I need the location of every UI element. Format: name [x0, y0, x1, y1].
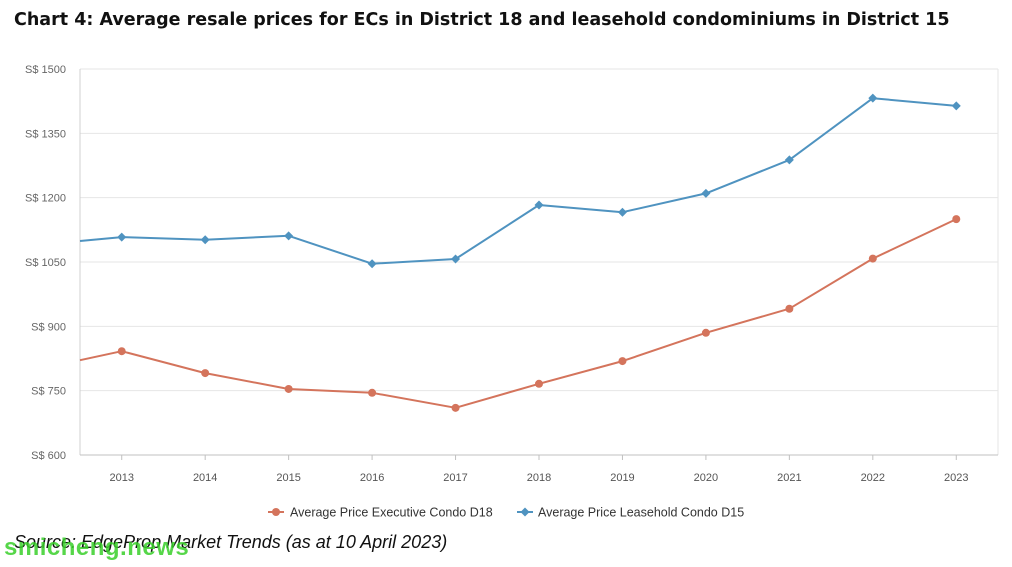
legend-label: Average Price Executive Condo D18 — [290, 506, 493, 520]
data-point — [868, 93, 878, 103]
x-tick-label: 2019 — [610, 472, 634, 484]
data-point — [701, 188, 711, 198]
y-tick-label: S$ 750 — [31, 386, 66, 398]
data-point — [451, 254, 461, 264]
data-point — [200, 235, 210, 245]
grid-lines — [80, 68, 998, 456]
source-note: Source: EdgeProp Market Trends (as at 10… — [14, 532, 448, 552]
data-point — [284, 384, 293, 393]
x-axis-ticks: 2013 2014 2015 2016 2017 2018 2019 2020 2021 2022… — [109, 455, 969, 484]
data-point — [117, 347, 126, 356]
data-point — [618, 357, 627, 366]
watermark: smicheng.news — [4, 534, 190, 561]
data-point — [368, 388, 377, 397]
legend: Average Price Executive Condo D18 Average… — [268, 506, 744, 520]
y-tick-label: S$ 1200 — [25, 193, 66, 205]
data-point — [868, 254, 877, 263]
x-tick-label: 2021 — [777, 472, 801, 484]
series-line-2 — [79, 97, 957, 265]
y-tick-label: S$ 900 — [31, 321, 66, 333]
data-point — [284, 231, 294, 241]
x-tick-label: 2022 — [861, 472, 885, 484]
data-point — [701, 328, 710, 337]
x-tick-label: 2017 — [443, 472, 467, 484]
data-point — [952, 215, 961, 224]
data-point — [617, 207, 627, 217]
data-point — [784, 155, 794, 165]
data-point — [785, 304, 794, 313]
data-point — [117, 232, 127, 242]
y-tick-label: S$ 600 — [31, 450, 66, 462]
x-tick-label: 2013 — [109, 472, 133, 484]
x-tick-label: 2015 — [276, 472, 300, 484]
legend-marker — [272, 508, 280, 516]
data-point — [951, 101, 961, 111]
data-point — [451, 403, 460, 412]
y-axis-ticks: S$ 600 S$ 750 S$ 900 S$ 1050 S$ 1200 S$ 1350 S… — [25, 64, 66, 462]
y-tick-label: S$ 1050 — [25, 257, 66, 269]
x-tick-label: 2023 — [944, 472, 968, 484]
series-line-1 — [79, 218, 957, 409]
x-tick-label: 2018 — [527, 472, 551, 484]
legend-label: Average Price Leasehold Condo D15 — [538, 506, 744, 520]
series-lines — [79, 97, 957, 409]
data-point — [367, 259, 377, 269]
data-point — [535, 379, 543, 388]
legend-marker — [520, 507, 530, 517]
x-tick-label: 2016 — [360, 472, 384, 484]
data-point — [201, 369, 210, 378]
y-tick-label: S$ 1500 — [25, 64, 66, 76]
series-markers — [117, 93, 961, 412]
x-tick-label: 2020 — [694, 472, 718, 484]
x-tick-label: 2014 — [193, 472, 217, 484]
data-point — [534, 200, 544, 210]
y-tick-label: S$ 1350 — [25, 128, 66, 140]
chart-title: Chart 4: Average resale prices for ECs i… — [14, 10, 950, 30]
